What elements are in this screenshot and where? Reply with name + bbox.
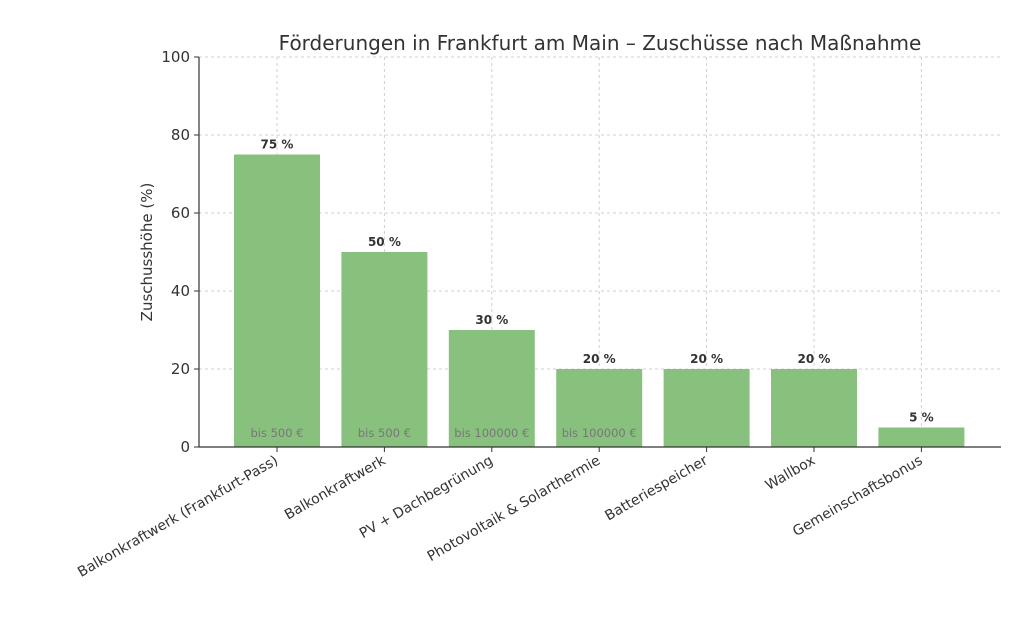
bar (341, 252, 428, 447)
bar-cap-note: bis 100000 € (454, 426, 529, 440)
bar (663, 369, 750, 447)
value-label: 50 % (368, 235, 401, 249)
chart-title: Förderungen in Frankfurt am Main – Zusch… (279, 31, 922, 55)
labels: 0 20 40 60 80 100 75 % bis 500 € Balkonkraftwerk… (75, 48, 934, 581)
value-label: 20 % (798, 352, 831, 366)
value-label: 20 % (690, 352, 723, 366)
axes (194, 56, 1001, 452)
value-label: 5 % (909, 411, 934, 425)
x-tick-label: Wallbox (763, 453, 818, 494)
bar (556, 369, 643, 447)
value-label: 75 % (261, 138, 294, 152)
y-tick-label: 0 (180, 438, 190, 456)
bar (234, 154, 320, 447)
bar (448, 330, 535, 447)
y-tick-label: 80 (171, 126, 190, 144)
x-tick-label: Balkonkraftwerk (282, 452, 389, 523)
y-tick-label: 20 (171, 360, 190, 378)
bar (878, 427, 965, 447)
bars (234, 154, 965, 447)
y-axis-label: Zuschusshöhe (%) (138, 183, 156, 322)
value-label: 20 % (583, 352, 616, 366)
y-tick-label: 60 (171, 204, 190, 222)
bar-cap-note: bis 500 € (358, 426, 411, 440)
value-label: 30 % (475, 313, 508, 327)
x-tick-label: Balkonkraftwerk (Frankfurt-Pass) (75, 453, 281, 581)
bar (771, 369, 857, 447)
y-tick-label: 100 (161, 48, 190, 66)
x-tick-label: Batteriespeicher (602, 452, 710, 524)
bar-cap-note: bis 100000 € (562, 426, 637, 440)
bar-cap-note: bis 500 € (250, 426, 303, 440)
y-tick-label: 40 (171, 282, 190, 300)
x-tick-label: Photovoltaik & Solarthermie (425, 453, 603, 565)
